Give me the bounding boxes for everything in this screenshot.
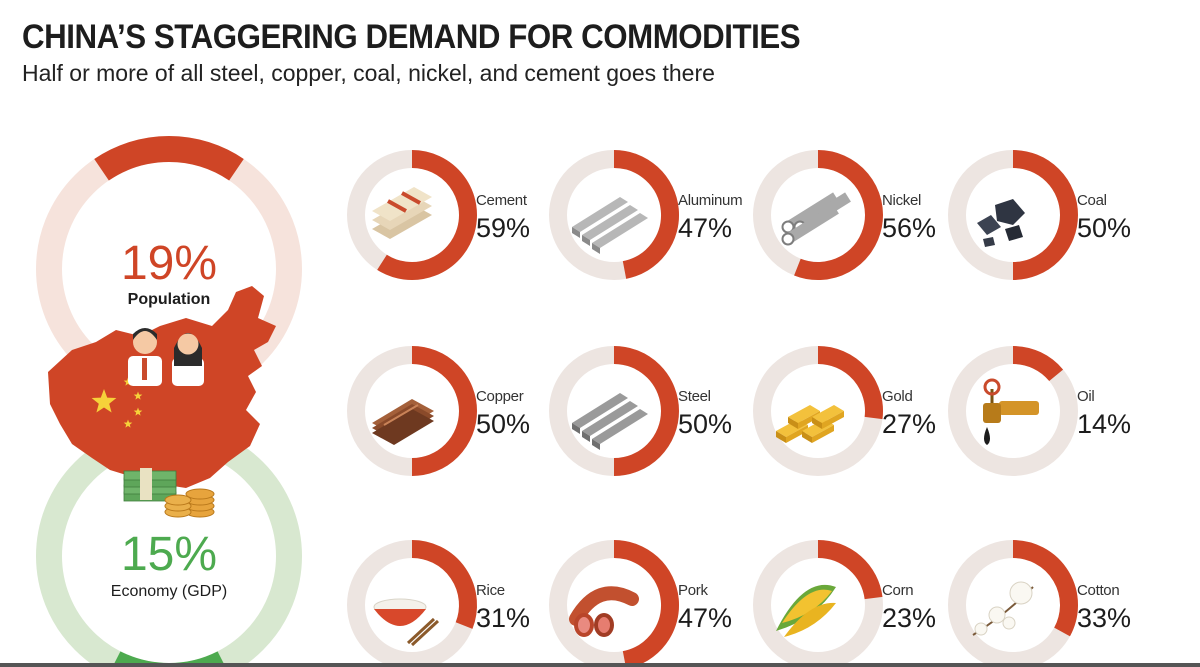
commodity-coal: Coal 50%: [948, 150, 1131, 280]
label-gold: Gold: [882, 388, 913, 405]
coal-lumps-icon: [977, 199, 1025, 247]
steel-beams-icon: [572, 393, 648, 450]
copper-sheets-icon: [372, 399, 434, 445]
label-cotton: Cotton: [1077, 582, 1119, 599]
corn-cobs-icon: [776, 584, 836, 637]
flag-star-large-icon: [91, 389, 117, 413]
value-cotton: 33%: [1077, 603, 1131, 633]
flag-star-small-icon: [123, 377, 133, 386]
people-icon: [128, 328, 204, 386]
slice-oil: [1012, 346, 1064, 382]
china-map-shape: [48, 286, 276, 488]
label-rice: Rice: [476, 582, 505, 599]
nickel-pipes-icon: [781, 192, 851, 246]
slice-nickel: [794, 150, 883, 280]
slice-corn: [817, 540, 883, 600]
commodity-pork: Pork 47%: [549, 540, 732, 667]
label-aluminum: Aluminum: [678, 192, 742, 209]
gold-bars-icon: [776, 405, 844, 443]
label-gdp: Economy (GDP): [111, 583, 227, 600]
slice-rice: [411, 540, 477, 629]
value-pork: 47%: [678, 603, 732, 633]
pork-sausage-icon: [569, 586, 639, 637]
commodity-oil: Oil 14%: [948, 346, 1131, 476]
value-nickel: 56%: [882, 213, 936, 243]
commodity-corn: Corn 23%: [753, 540, 936, 667]
slice-copper: [411, 346, 477, 476]
man-head: [133, 330, 157, 354]
slice-pork: [613, 540, 679, 667]
label-coal: Coal: [1077, 192, 1107, 209]
slice-coal: [1012, 150, 1078, 280]
value-cement: 59%: [476, 213, 530, 243]
oil-valve-icon: [983, 378, 1039, 445]
man-tie: [142, 358, 147, 380]
flag-star-small-icon: [123, 419, 133, 428]
value-corn: 23%: [882, 603, 936, 633]
man-hair: [133, 328, 157, 340]
flag-star-small-icon: [133, 391, 143, 400]
value-gold: 27%: [882, 409, 936, 439]
label-copper: Copper: [476, 388, 524, 405]
china-map-people-icon: [48, 286, 276, 488]
value-copper: 50%: [476, 409, 530, 439]
money-band: [140, 468, 152, 500]
slice-aluminum: [613, 150, 679, 279]
value-gdp: 15%: [121, 528, 217, 581]
slice-gold: [817, 346, 883, 420]
value-rice: 31%: [476, 603, 530, 633]
slice-population: [94, 136, 244, 181]
cement-bags-icon: [372, 187, 432, 239]
coin: [185, 488, 215, 500]
bottom-rule: [0, 663, 1200, 667]
label-cement: Cement: [476, 192, 528, 209]
value-coal: 50%: [1077, 213, 1131, 243]
commodity-cement: Cement 59%: [347, 150, 530, 280]
aluminum-bars-icon: [572, 197, 648, 254]
value-steel: 50%: [678, 409, 732, 439]
label-population: Population: [128, 291, 211, 308]
label-corn: Corn: [882, 582, 913, 599]
value-oil: 14%: [1077, 409, 1131, 439]
slice-cotton: [1012, 540, 1078, 637]
coin: [164, 494, 192, 506]
commodity-nickel: Nickel 56%: [753, 150, 936, 280]
slice-cement: [377, 150, 477, 280]
money-stack-icon: [123, 468, 215, 518]
commodity-aluminum: Aluminum 47%: [549, 150, 743, 280]
flag-star-small-icon: [133, 407, 143, 416]
label-steel: Steel: [678, 388, 711, 405]
page-subtitle: Half or more of all steel, copper, coal,…: [22, 60, 715, 86]
slice-steel: [613, 346, 679, 476]
value-population: 19%: [121, 237, 217, 290]
value-aluminum: 47%: [678, 213, 732, 243]
label-pork: Pork: [678, 582, 708, 599]
woman-head: [177, 333, 199, 355]
cotton-branch-icon: [972, 581, 1034, 636]
label-nickel: Nickel: [882, 192, 921, 209]
page-title: CHINA’S STAGGERING DEMAND FOR COMMODITIE…: [22, 18, 801, 56]
rice-bowl-icon: [373, 598, 440, 647]
label-oil: Oil: [1077, 388, 1094, 405]
commodity-copper: Copper 50%: [347, 346, 530, 476]
commodity-steel: Steel 50%: [549, 346, 732, 476]
commodity-cotton: Cotton 33%: [948, 540, 1131, 667]
commodity-gold: Gold 27%: [753, 346, 936, 476]
commodity-rice: Rice 31%: [347, 540, 530, 667]
